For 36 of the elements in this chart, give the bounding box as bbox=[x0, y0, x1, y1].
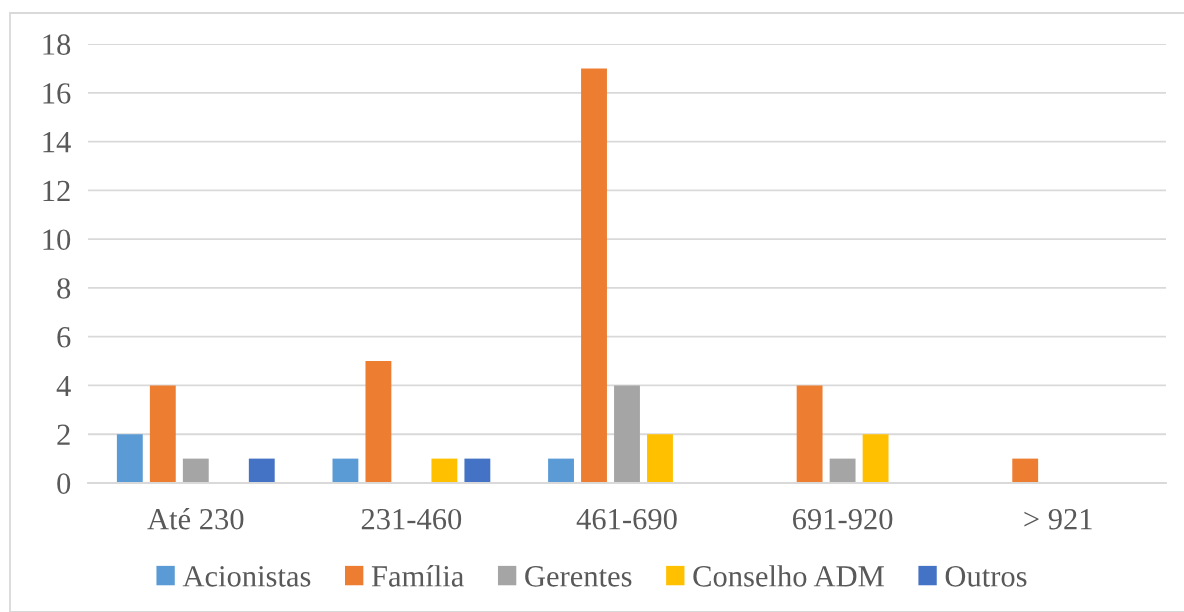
y-tick-label: 8 bbox=[57, 278, 71, 299]
legend-label: Acionistas bbox=[182, 566, 311, 587]
y-tick-label: 2 bbox=[57, 424, 70, 445]
legend-label: Família bbox=[371, 565, 464, 587]
legend-label: Outros bbox=[945, 566, 1027, 587]
bar bbox=[548, 458, 574, 483]
y-tick-label: 0 bbox=[57, 473, 71, 494]
x-tick-label: > 921 bbox=[1024, 508, 1092, 530]
bar bbox=[614, 385, 640, 483]
y-tick-label: 14 bbox=[43, 131, 71, 153]
bar bbox=[116, 434, 143, 483]
bar bbox=[431, 458, 458, 483]
x-tick-label: 231-460 bbox=[361, 508, 462, 530]
bar bbox=[647, 434, 673, 483]
y-tick-label: 18 bbox=[43, 34, 71, 55]
bar bbox=[862, 434, 889, 483]
legend-label: Conselho ADM bbox=[693, 565, 884, 587]
y-tick-label: 12 bbox=[43, 180, 70, 201]
x-tick-label: 461-690 bbox=[576, 508, 677, 530]
x-tick-label: Até 230 bbox=[147, 507, 244, 530]
y-tick-label: 4 bbox=[56, 375, 71, 397]
legend-label: Gerentes bbox=[525, 566, 632, 587]
bar bbox=[796, 385, 823, 483]
bar bbox=[248, 458, 275, 483]
bar bbox=[149, 385, 176, 483]
bar bbox=[464, 458, 491, 483]
bar bbox=[1012, 458, 1039, 483]
bar bbox=[182, 458, 209, 483]
y-tick-label: 10 bbox=[43, 229, 71, 251]
y-tick-label: 16 bbox=[43, 83, 71, 104]
bar bbox=[581, 68, 607, 483]
bar bbox=[829, 458, 856, 483]
x-tick-label: 691-920 bbox=[792, 508, 893, 530]
bar bbox=[365, 361, 392, 483]
y-tick-label: 6 bbox=[57, 327, 71, 348]
bar bbox=[332, 458, 359, 483]
